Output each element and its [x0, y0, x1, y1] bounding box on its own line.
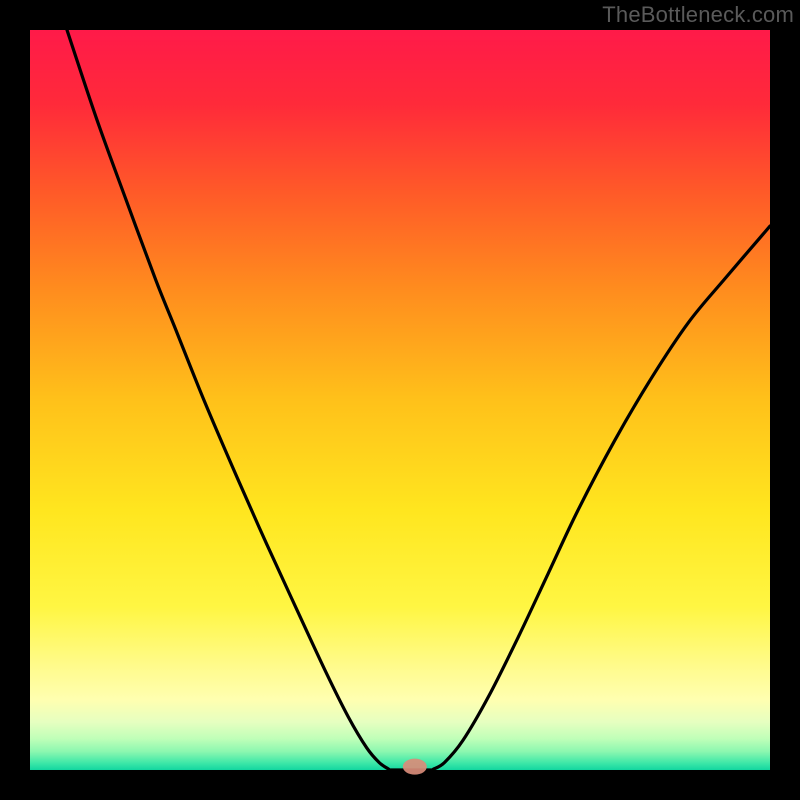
bottleneck-chart	[0, 0, 800, 800]
watermark-text: TheBottleneck.com	[602, 2, 794, 28]
optimal-point-marker	[403, 759, 427, 775]
chart-gradient-area	[30, 30, 770, 770]
